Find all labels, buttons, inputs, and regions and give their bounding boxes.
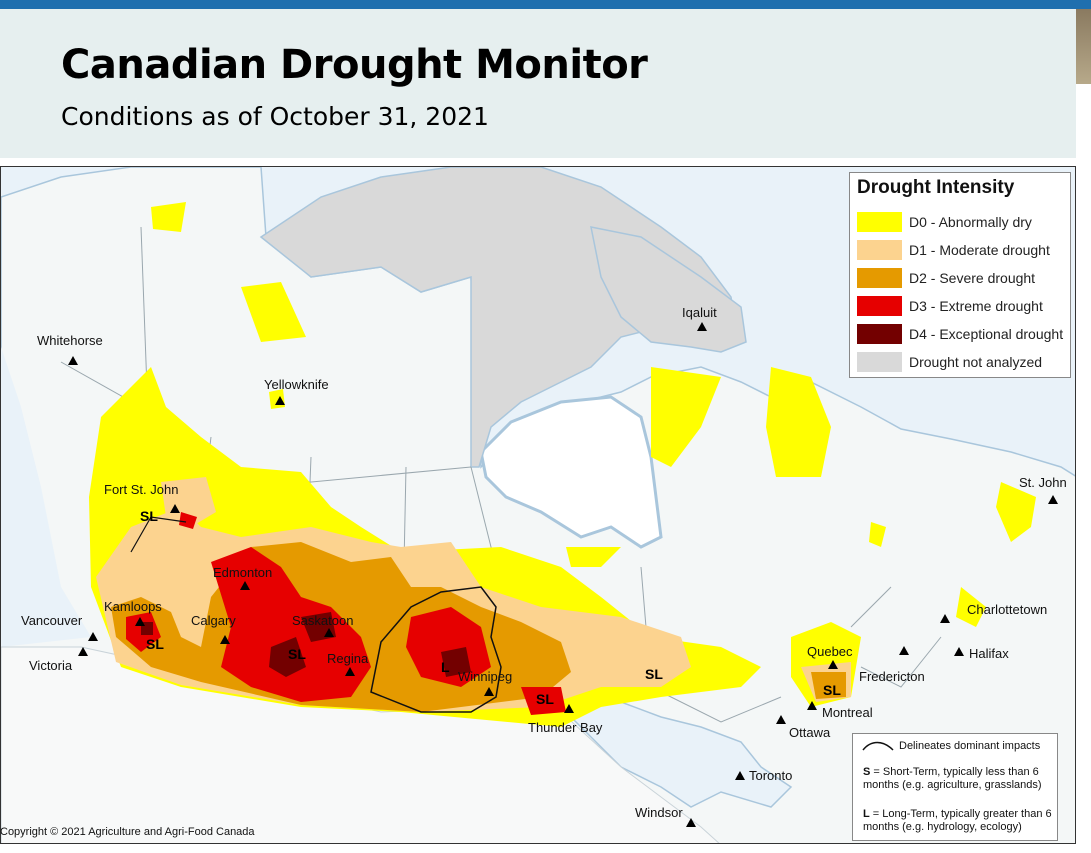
city-label-windsor: Windsor (635, 805, 683, 820)
city-marker-iqaluit (697, 322, 707, 331)
long-term-key: L (863, 808, 870, 820)
impact-label-quebec: SL (823, 682, 841, 698)
city-label-vancouver: Vancouver (21, 613, 83, 628)
city-marker-ottawa (776, 715, 786, 724)
impact-line-icon (862, 741, 894, 751)
city-marker-windsor (686, 818, 696, 827)
impact-label-manitoba: L (441, 659, 450, 675)
city-marker-st-john (1048, 495, 1058, 504)
legend-label-d1: D1 - Moderate drought (909, 242, 1050, 258)
legend-label-d3: D3 - Extreme drought (909, 298, 1043, 314)
legend-swatch-d0 (857, 212, 902, 232)
city-marker-montreal (807, 701, 817, 710)
city-label-montreal: Montreal (822, 705, 873, 720)
city-label-whitehorse: Whitehorse (37, 333, 103, 348)
city-label-winnipeg: Winnipeg (458, 669, 512, 684)
top-accent-bar (0, 0, 1091, 9)
long-term-text: = Long-Term, typically greater than 6 mo… (863, 808, 1052, 833)
city-marker-edmonton (240, 581, 250, 590)
city-label-quebec: Quebec (807, 644, 853, 659)
impact-label-ontario: SL (645, 666, 663, 682)
page-title: Canadian Drought Monitor (61, 42, 648, 88)
city-label-ottawa: Ottawa (789, 725, 831, 740)
legend-label-not-analyzed: Drought not analyzed (909, 354, 1043, 370)
pacific-coast (1, 347, 91, 647)
city-marker-charlottetown (940, 614, 950, 623)
impact-labels: SL SL SL L SL SL SL (140, 508, 841, 707)
short-term-text: = Short-Term, typically less than 6 mont… (863, 766, 1042, 791)
city-label-victoria: Victoria (29, 658, 73, 673)
impact-label-fort-st-john: SL (140, 508, 158, 524)
city-label-iqaluit: Iqaluit (682, 305, 717, 320)
drought-legend: Drought Intensity D0 - Abnormally dry D1… (849, 172, 1071, 378)
legend-label-d4: D4 - Exceptional drought (909, 326, 1064, 342)
city-marker-thunder-bay (564, 704, 574, 713)
city-marker-vancouver (88, 632, 98, 641)
slide-header: Canadian Drought Monitor Conditions as o… (0, 9, 1076, 158)
city-marker-fort-st-john (170, 504, 180, 513)
city-marker-halifax (954, 647, 964, 656)
legend-item-d0: D0 - Abnormally dry (857, 212, 1069, 234)
city-marker-toronto (735, 771, 745, 780)
city-label-halifax: Halifax (969, 646, 1009, 661)
city-marker-winnipeg (484, 687, 494, 696)
impact-delineation-line-bc (130, 516, 187, 553)
legend-title: Drought Intensity (857, 177, 1015, 198)
city-label-fort-st-john: Fort St. John (104, 482, 178, 497)
legend-item-d4: D4 - Exceptional drought (857, 324, 1069, 346)
impact-delineation-line (370, 586, 502, 713)
legend-swatch-d2 (857, 268, 902, 288)
city-label-toronto: Toronto (749, 768, 792, 783)
impact-label-saskatchewan: SL (288, 646, 306, 662)
city-label-yellowknife: Yellowknife (264, 377, 329, 392)
city-label-kamloops: Kamloops (104, 599, 162, 614)
legend-label-d0: D0 - Abnormally dry (909, 214, 1032, 230)
city-label-edmonton: Edmonton (213, 565, 272, 580)
city-markers: Whitehorse Yellowknife Iqaluit Fort St. … (21, 305, 1067, 827)
legend-swatch-d4 (857, 324, 902, 344)
city-marker-regina (345, 667, 355, 676)
legend-swatch-not-analyzed (857, 352, 902, 372)
city-label-st-john: St. John (1019, 475, 1067, 490)
baffin-island-not-analyzed (590, 226, 747, 353)
impact-label-thunder-bay: SL (536, 691, 554, 707)
legend-swatch-d1 (857, 240, 902, 260)
city-marker-calgary (220, 635, 230, 644)
short-term-key: S (863, 766, 871, 778)
legend-item-d1: D1 - Moderate drought (857, 240, 1069, 262)
city-marker-victoria (78, 647, 88, 656)
hudson-bay (479, 395, 663, 549)
great-lakes (559, 701, 793, 808)
copyright-text: Copyright © 2021 Agriculture and Agri-Fo… (0, 826, 255, 838)
legend-item-d2: D2 - Severe drought (857, 268, 1069, 290)
city-label-calgary: Calgary (191, 613, 236, 628)
city-marker-kamloops (135, 617, 145, 626)
legend-item-not-analyzed: Drought not analyzed (857, 352, 1069, 374)
legend-swatch-d3 (857, 296, 902, 316)
city-label-regina: Regina (327, 651, 369, 666)
city-marker-quebec (828, 660, 838, 669)
page-subtitle: Conditions as of October 31, 2021 (61, 102, 489, 131)
impact-label-kamloops: SL (146, 636, 164, 652)
impact-line-description: Delineates dominant impacts (899, 740, 1041, 752)
legend-item-d3: D3 - Extreme drought (857, 296, 1069, 318)
city-label-saskatoon: Saskatoon (292, 613, 353, 628)
city-marker-whitehorse (68, 356, 78, 365)
legend-label-d2: D2 - Severe drought (909, 270, 1036, 286)
city-label-thunder-bay: Thunder Bay (528, 720, 603, 735)
city-label-charlottetown: Charlottetown (967, 602, 1047, 617)
city-marker-fredericton (899, 646, 909, 655)
long-term-note: L = Long-Term, typically greater than 6 … (863, 808, 1055, 834)
city-label-fredericton: Fredericton (859, 669, 925, 684)
city-marker-yellowknife (275, 396, 285, 405)
city-marker-saskatoon (324, 628, 334, 637)
short-term-note: S = Short-Term, typically less than 6 mo… (863, 766, 1055, 792)
impact-notes-box: Delineates dominant impacts S = Short-Te… (852, 733, 1058, 841)
header-photo-edge (1076, 9, 1091, 84)
